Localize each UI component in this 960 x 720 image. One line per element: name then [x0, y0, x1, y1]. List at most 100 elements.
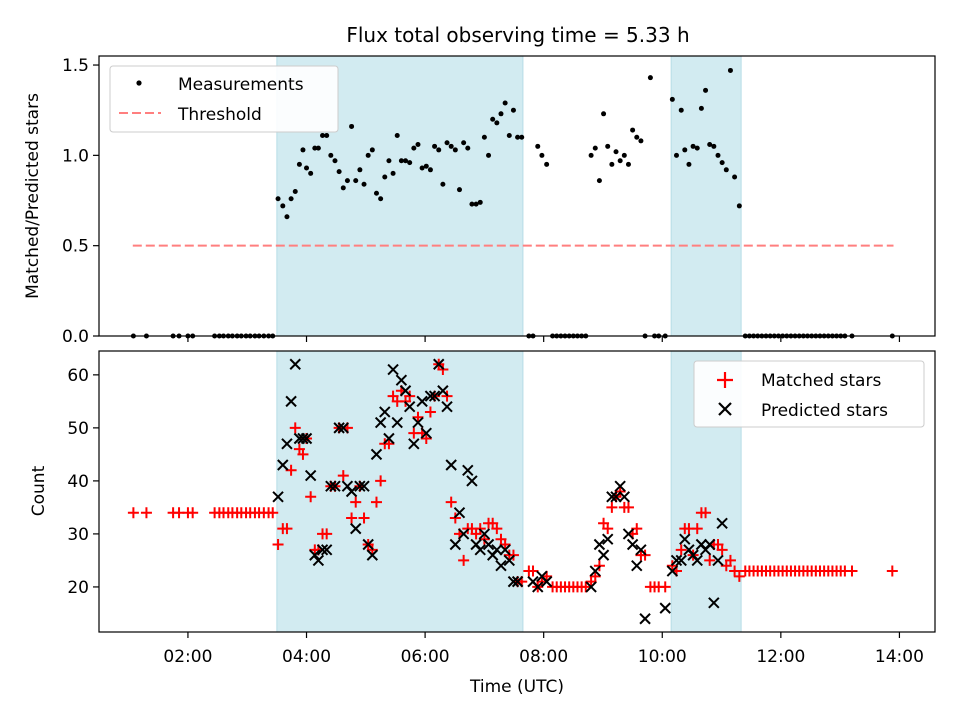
measurement-point	[386, 158, 392, 164]
predicted-star-point	[379, 406, 391, 418]
predicted-stars-points	[272, 358, 728, 625]
measurement-point	[601, 111, 607, 117]
predicted-star-point	[277, 459, 289, 471]
predicted-star-point	[540, 575, 553, 588]
matched-star-point	[337, 470, 349, 482]
predicted-star-point	[345, 485, 358, 498]
measurement-point	[686, 161, 692, 167]
top-y-axis-label: Matched/Predicted stars	[23, 93, 43, 299]
predicted-star-point	[272, 491, 284, 503]
measurement-point	[369, 147, 375, 153]
predicted-star-point	[495, 560, 507, 572]
measurement-point	[617, 158, 623, 164]
matched-star-point	[281, 523, 293, 535]
predicted-star-point	[304, 469, 317, 482]
matched-star-point	[729, 565, 741, 577]
measurement-point	[682, 147, 688, 153]
measurement-point	[481, 134, 487, 140]
predicted-star-point	[309, 549, 321, 561]
count-panel: 20 30 40 50 60 02:00 04:00 06:00 08:00 10:00 12:0…	[29, 350, 936, 697]
predicted-star-point	[420, 427, 432, 439]
predicted-star-point	[416, 395, 428, 408]
measurement-point	[486, 152, 492, 158]
predicted-star-point	[320, 544, 333, 556]
predicted-star-point	[659, 602, 671, 614]
predicted-star-point	[466, 475, 478, 487]
predicted-star-point	[635, 544, 647, 556]
predicted-star-point	[395, 374, 408, 386]
legend-matched-marker	[717, 372, 733, 388]
measurement-point	[403, 158, 409, 164]
measurement-point	[588, 152, 594, 158]
legend-matched-label: Matched stars	[761, 371, 881, 391]
matched-star-point	[724, 554, 736, 566]
predicted-star-point	[281, 438, 293, 450]
measurement-point	[592, 145, 598, 151]
matched-star-point	[370, 496, 382, 508]
matched-star-point	[733, 570, 745, 582]
predicted-star-point	[300, 432, 313, 445]
matched-star-point	[267, 507, 279, 519]
bottom-legend-box	[693, 360, 925, 428]
predicted-star-point	[670, 554, 683, 567]
measurement-point	[315, 145, 321, 151]
measurement-point	[669, 96, 675, 102]
matched-star-point	[420, 432, 432, 444]
observing-window-band	[670, 55, 742, 337]
predicted-star-point	[383, 432, 395, 445]
observing-windows-bottom	[276, 350, 742, 633]
measurement-point	[678, 107, 684, 113]
predicted-star-point	[297, 432, 309, 445]
top-legend: Measurements Threshold	[109, 65, 339, 133]
matched-star-point	[527, 565, 539, 577]
y-tick-label: 20	[67, 578, 89, 598]
predicted-star-point	[462, 464, 474, 476]
measurement-point	[473, 201, 479, 207]
measurement-point	[736, 203, 742, 209]
measurement-point	[419, 165, 425, 171]
predicted-star-point	[333, 422, 345, 434]
legend-predicted-marker	[718, 402, 732, 416]
y-tick-label: 60	[67, 366, 89, 386]
predicted-star-point	[593, 538, 606, 551]
predicted-star-point	[424, 390, 437, 402]
predicted-star-point	[597, 549, 610, 561]
measurement-point	[539, 152, 545, 158]
predicted-star-point	[408, 438, 420, 450]
measurement-point	[357, 167, 363, 173]
measurement-point	[308, 170, 314, 176]
measurement-point	[715, 152, 721, 158]
predicted-star-point	[507, 575, 520, 588]
measurement-point	[625, 161, 631, 167]
chart-title: Flux total observing time = 5.33 h	[346, 23, 689, 47]
legend-measurements-label: Measurements	[178, 75, 304, 95]
y-tick-label: 0.0	[62, 327, 89, 347]
ratio-panel: 0.0 0.5 1.0 1.5 Matched/Predicted stars Mea…	[23, 55, 936, 347]
predicted-star-point	[441, 400, 453, 413]
measurement-point	[407, 160, 413, 166]
measurement-point	[288, 196, 294, 202]
predicted-star-point	[585, 581, 597, 593]
predicted-star-point	[708, 597, 720, 609]
measurement-point	[690, 143, 696, 149]
measurement-point	[353, 178, 359, 184]
measurement-point	[378, 196, 384, 202]
matched-star-point	[140, 507, 152, 519]
matched-star-point	[602, 523, 614, 535]
measurement-point	[382, 174, 388, 180]
measurement-point	[349, 123, 355, 129]
measurement-point	[465, 145, 471, 151]
measurement-point	[469, 201, 475, 207]
measurement-point	[723, 167, 729, 173]
measurement-point	[694, 145, 700, 151]
measurement-point	[415, 142, 421, 148]
y-tick-label: 50	[67, 419, 89, 439]
predicted-star-point	[437, 385, 449, 397]
matched-star-point	[458, 554, 470, 566]
predicted-star-point	[626, 538, 639, 551]
matched-star-point	[846, 565, 858, 577]
predicted-star-point	[666, 565, 679, 577]
measurement-point	[707, 142, 713, 148]
measurement-point	[448, 143, 454, 149]
measurement-point	[461, 140, 467, 146]
